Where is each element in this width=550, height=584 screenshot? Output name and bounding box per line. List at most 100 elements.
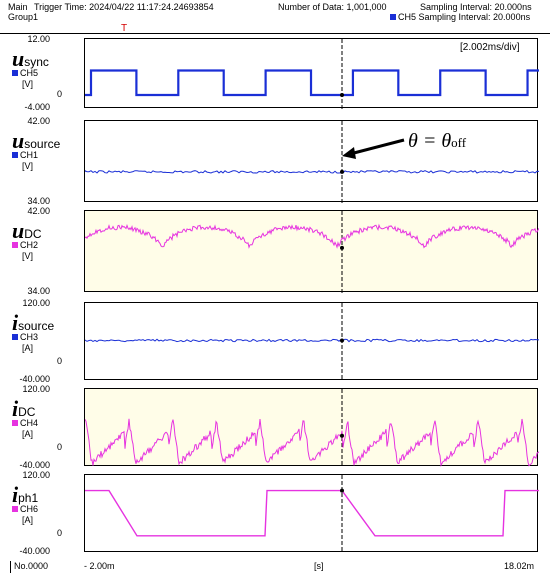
waveform-trace <box>85 223 539 249</box>
channel-symbol: usync <box>12 48 49 71</box>
channel-symbol: isource <box>12 312 54 335</box>
cursor-marker <box>340 93 344 97</box>
symbol-sub: source <box>18 319 55 333</box>
cursor-marker <box>340 169 344 174</box>
symbol-sub: sync <box>24 55 49 69</box>
scale-zero: 0 <box>56 355 62 366</box>
channel-symbol: iDC <box>12 398 35 421</box>
channel-color-swatch <box>12 242 18 248</box>
waveform-trace <box>85 418 539 467</box>
scale-bottom: -4.000 <box>24 102 50 112</box>
channel-name[interactable]: CH2 <box>12 240 38 250</box>
channel-name[interactable]: CH4 <box>12 418 38 428</box>
number-of-data: Number of Data: 1,001,000 <box>278 2 387 12</box>
channel-id: CH1 <box>20 150 39 160</box>
plot-area[interactable] <box>84 120 539 203</box>
channel-name[interactable]: CH3 <box>12 332 38 342</box>
channel-symbol: usource <box>12 130 60 153</box>
symbol-main: u <box>12 128 25 153</box>
symbol-main: i <box>12 310 19 335</box>
channel-id: CH6 <box>20 504 39 514</box>
channel-ch2: uDC CH2 [V] 42.00 34.00 <box>0 206 550 296</box>
cursor-marker <box>340 488 344 493</box>
scale-bottom: 34.00 <box>27 196 50 206</box>
record-number: No.0000 <box>14 561 49 571</box>
scale-bottom: 34.00 <box>27 286 50 296</box>
channel-ch1: usource CH1 [V] 42.00 34.00 <box>0 116 550 206</box>
scale-top: 120.00 <box>22 298 50 308</box>
channel-id: CH5 <box>20 68 39 78</box>
channel-unit: [A] <box>22 343 34 353</box>
scale-zero: 0 <box>56 441 62 452</box>
cursor-marker <box>340 433 344 438</box>
channel-ch5: usync CH5 [V] 12.00 -4.000 0 <box>0 34 550 112</box>
scale-bottom: -40.000 <box>19 460 50 470</box>
scale-bottom: -40.000 <box>19 546 50 556</box>
symbol-main: i <box>12 482 19 507</box>
group-label: Group1 <box>8 12 39 22</box>
symbol-main: i <box>12 396 19 421</box>
waveform-trace <box>85 169 539 174</box>
channel-name[interactable]: CH5 <box>12 68 38 78</box>
channel-id: CH3 <box>20 332 39 342</box>
symbol-main: u <box>12 46 25 71</box>
channel-name[interactable]: CH6 <box>12 504 38 514</box>
scale-top: 42.00 <box>27 206 50 216</box>
scale-top: 12.00 <box>27 34 50 44</box>
symbol-sub: DC <box>24 227 42 241</box>
cursor-marker <box>340 245 344 250</box>
ch5-sampling-interval: CH5 Sampling Interval: 20.000ns <box>390 12 530 22</box>
channel-ch4: iDC CH4 [A] 120.00 -40.000 0 <box>0 384 550 470</box>
channel-ch6: iph1 CH6 [A] 120.00 -40.000 0 <box>0 470 550 556</box>
channel-color-swatch <box>12 70 18 76</box>
channel-unit: [A] <box>22 429 34 439</box>
channel-color-swatch <box>12 334 18 340</box>
theta-sub: off <box>451 135 467 150</box>
time-end: 18.02m <box>504 561 535 571</box>
ch5-sampling-text: CH5 Sampling Interval: 20.000ns <box>398 12 531 22</box>
trigger-time: Trigger Time: 2024/04/22 11:17:24.246938… <box>34 2 214 12</box>
scale-top: 120.00 <box>22 384 50 394</box>
plot-area[interactable] <box>84 302 539 381</box>
channel-color-swatch <box>12 152 18 158</box>
plot-area[interactable] <box>84 474 539 553</box>
channel-symbol: uDC <box>12 220 42 243</box>
channel-ch3: isource CH3 [A] 120.00 -40.000 0 <box>0 298 550 384</box>
time-unit: [s] <box>314 561 324 571</box>
waveform-frame <box>0 33 550 561</box>
ch5-color-swatch <box>390 14 396 20</box>
symbol-sub: source <box>24 137 61 151</box>
cursor-marker <box>340 338 344 343</box>
channel-unit: [A] <box>22 515 34 525</box>
symbol-sub: DC <box>18 405 36 419</box>
channel-name[interactable]: CH1 <box>12 150 38 160</box>
channel-id: CH4 <box>20 418 39 428</box>
time-start: - 2.00m <box>84 561 115 571</box>
scale-zero: 0 <box>56 527 62 538</box>
scale-top: 120.00 <box>22 470 50 480</box>
trigger-marker-icon[interactable]: T <box>121 23 128 34</box>
arrow-icon <box>342 138 405 159</box>
time-per-division: [2.002ms/div] <box>460 42 520 53</box>
plot-area[interactable] <box>84 38 539 109</box>
main-label: Main <box>8 2 28 12</box>
symbol-sub: ph1 <box>18 491 39 505</box>
waveform-trace <box>85 489 539 537</box>
waveform-trace <box>85 338 539 343</box>
scale-top: 42.00 <box>27 116 50 126</box>
plot-area[interactable] <box>84 210 539 293</box>
channel-symbol: iph1 <box>12 484 38 507</box>
footer-divider <box>10 561 11 573</box>
waveform-trace <box>85 69 539 97</box>
channel-id: CH2 <box>20 240 39 250</box>
plot-area[interactable] <box>84 388 539 467</box>
theta-off-annotation: θ = θoff <box>408 130 466 153</box>
scale-zero: 0 <box>56 89 62 99</box>
channel-color-swatch <box>12 420 18 426</box>
channel-color-swatch <box>12 506 18 512</box>
symbol-main: u <box>12 218 25 243</box>
scale-bottom: -40.000 <box>19 374 50 384</box>
channel-unit: [V] <box>22 251 34 261</box>
channel-unit: [V] <box>22 161 34 171</box>
sampling-interval: Sampling Interval: 20.000ns <box>420 2 532 12</box>
